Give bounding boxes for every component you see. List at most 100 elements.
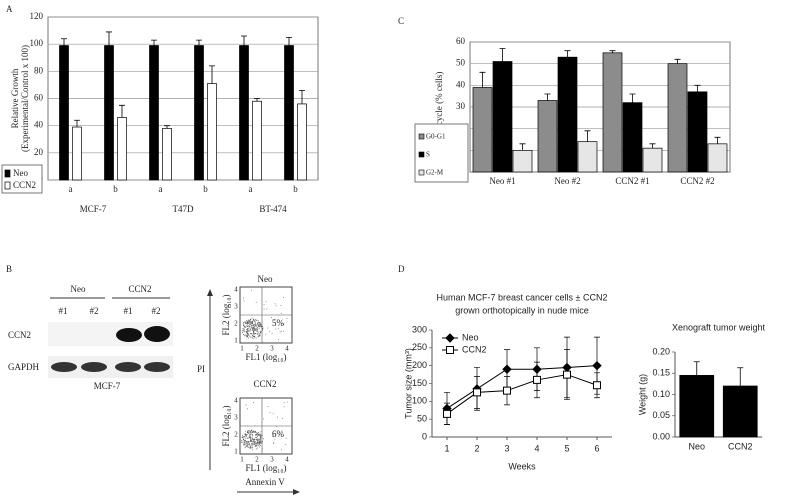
flow-dot bbox=[253, 430, 255, 432]
flow-dot bbox=[249, 323, 251, 325]
flow-dot bbox=[256, 438, 258, 440]
flow-dot bbox=[241, 439, 243, 441]
flow-dot bbox=[253, 326, 255, 328]
flow-dot bbox=[245, 325, 247, 327]
flow-dot bbox=[255, 436, 257, 438]
flow-dot bbox=[249, 433, 251, 435]
flow-dot bbox=[252, 446, 254, 448]
flow-dot bbox=[252, 330, 254, 332]
error-bar bbox=[61, 38, 67, 46]
flow-dot bbox=[242, 332, 244, 334]
flow-dot bbox=[258, 325, 260, 327]
flow-dot bbox=[252, 338, 254, 340]
flow-dot bbox=[241, 441, 243, 443]
flow-dot bbox=[249, 319, 251, 321]
flow-dot bbox=[251, 430, 253, 432]
error-bar bbox=[519, 143, 526, 151]
flow-dot bbox=[259, 334, 261, 336]
y-tick-label: 30 bbox=[456, 101, 466, 111]
flow-dot bbox=[283, 330, 285, 332]
flow-dot bbox=[255, 329, 257, 331]
flow-dot bbox=[256, 319, 258, 321]
legend-label: Neo bbox=[13, 168, 28, 178]
flow-dot bbox=[243, 328, 245, 330]
flow-dot bbox=[244, 334, 246, 336]
marker bbox=[592, 360, 602, 371]
flow-dot bbox=[252, 402, 254, 404]
panel-label: D bbox=[398, 264, 405, 274]
flow-dot bbox=[270, 317, 272, 319]
error-bar bbox=[674, 58, 681, 64]
bar bbox=[72, 126, 82, 181]
flow-dot bbox=[247, 325, 249, 327]
flow-tick: 4 bbox=[285, 345, 289, 353]
panel-label: A bbox=[6, 4, 13, 14]
flow-dot bbox=[246, 329, 248, 331]
flow-dot bbox=[247, 333, 249, 335]
flow-dot bbox=[246, 441, 248, 443]
flow-dot bbox=[252, 440, 254, 442]
x-tick-label: a bbox=[69, 184, 73, 194]
flow-dot bbox=[251, 436, 253, 438]
flow-tick: 3 bbox=[270, 345, 274, 353]
flow-dot bbox=[276, 416, 278, 418]
x-tick-label: Neo #2 bbox=[554, 176, 580, 186]
flow-dot bbox=[254, 441, 256, 443]
flow-dot bbox=[247, 446, 249, 448]
x-tick-label: a bbox=[249, 184, 253, 194]
flow-dot bbox=[246, 437, 248, 439]
flow-dot bbox=[255, 324, 257, 326]
flow-dot bbox=[254, 425, 256, 427]
flow-dot bbox=[249, 325, 251, 327]
flow-dot bbox=[243, 441, 245, 443]
flow-dot bbox=[260, 441, 262, 443]
flow-dot bbox=[280, 330, 282, 332]
x-tick-label: Neo #1 bbox=[489, 176, 515, 186]
flow-dot bbox=[241, 330, 243, 332]
bar bbox=[577, 141, 598, 173]
flow-dot bbox=[248, 330, 250, 332]
marker bbox=[563, 370, 571, 379]
flow-dot bbox=[257, 323, 259, 325]
band bbox=[116, 328, 142, 342]
bar bbox=[537, 100, 558, 173]
flow-title: Neo bbox=[258, 274, 273, 284]
flow-dot bbox=[256, 324, 258, 326]
flow-dot bbox=[247, 325, 249, 327]
flow-dot bbox=[256, 434, 258, 436]
band bbox=[51, 362, 77, 372]
flow-dot bbox=[253, 328, 255, 330]
flow-dot bbox=[259, 433, 261, 435]
flow-dot bbox=[251, 335, 253, 337]
flow-dot bbox=[254, 321, 256, 323]
y-tick-label: 60 bbox=[456, 36, 466, 46]
flow-dot bbox=[254, 326, 256, 328]
flow-xlabel: FL1 (log₁₀) bbox=[245, 463, 286, 473]
flow-dot bbox=[248, 326, 250, 328]
y-tick-label: 100 bbox=[30, 38, 44, 48]
flow-dot bbox=[245, 436, 247, 438]
flow-dot bbox=[252, 318, 254, 320]
flow-dot bbox=[286, 318, 288, 320]
bar bbox=[59, 45, 69, 181]
bar bbox=[602, 52, 623, 173]
flow-dot bbox=[258, 332, 260, 334]
flow-dot bbox=[253, 331, 255, 333]
flow-dot bbox=[285, 443, 287, 445]
error-bar bbox=[694, 84, 701, 92]
error-bar bbox=[584, 130, 591, 142]
flow-percent: 5% bbox=[272, 318, 285, 328]
flow-dot bbox=[248, 320, 250, 322]
flow-dot bbox=[259, 326, 261, 328]
flow-dot bbox=[249, 328, 251, 330]
flow-dot bbox=[251, 317, 253, 319]
x-tick-label: a bbox=[159, 184, 163, 194]
flow-dot bbox=[255, 445, 257, 447]
flow-dot bbox=[259, 442, 261, 444]
error-bar bbox=[286, 36, 292, 46]
y-axis-label: Weight (g) bbox=[637, 374, 647, 415]
error-bar bbox=[119, 104, 125, 118]
flow-dot bbox=[243, 322, 245, 324]
x-tick-label: b bbox=[293, 184, 298, 194]
